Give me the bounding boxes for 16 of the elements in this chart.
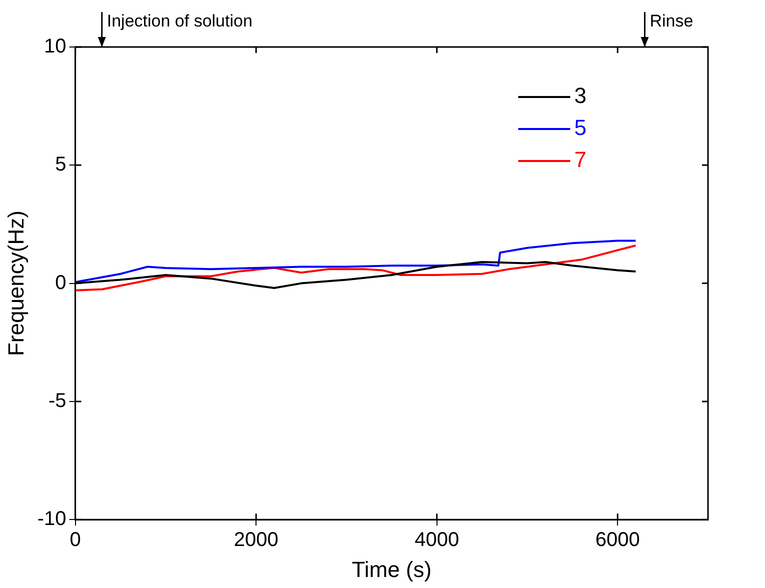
legend-label: 3 (574, 83, 586, 108)
text: Rinse (650, 12, 694, 31)
text: Injection of solution (106, 12, 252, 31)
y-tick-label: -10 (37, 508, 66, 530)
legend-label: 7 (574, 147, 586, 172)
y-tick-label: 10 (44, 36, 66, 58)
x-tick-label: 0 (70, 529, 81, 552)
x-tick-label: 2000 (234, 529, 278, 552)
y-axis-title: Frequency(Hz) (3, 210, 28, 356)
y-tick-label: 0 (55, 272, 66, 294)
x-axis-title: Time (s) (352, 556, 432, 582)
x-tick-label: 4000 (414, 529, 460, 552)
y-tick-label: -5 (48, 390, 66, 412)
y-tick-label: 5 (55, 154, 66, 176)
legend-label: 5 (574, 115, 586, 140)
x-tick-label: 6000 (595, 529, 640, 552)
